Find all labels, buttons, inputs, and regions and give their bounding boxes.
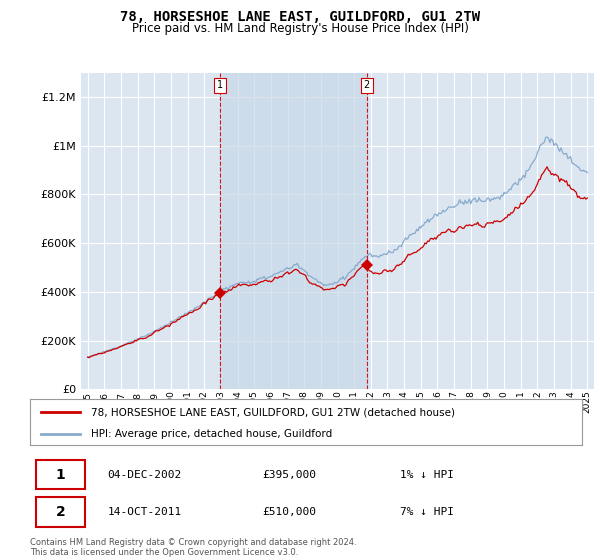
FancyBboxPatch shape [35,497,85,527]
Text: 04-DEC-2002: 04-DEC-2002 [107,470,182,479]
Text: Contains HM Land Registry data © Crown copyright and database right 2024.
This d: Contains HM Land Registry data © Crown c… [30,538,356,557]
Text: 78, HORSESHOE LANE EAST, GUILDFORD, GU1 2TW (detached house): 78, HORSESHOE LANE EAST, GUILDFORD, GU1 … [91,407,455,417]
Bar [220,73,367,389]
FancyBboxPatch shape [35,460,85,489]
Text: HPI: Average price, detached house, Guildford: HPI: Average price, detached house, Guil… [91,429,332,438]
Text: 1: 1 [55,468,65,482]
Text: 14-OCT-2011: 14-OCT-2011 [107,507,182,517]
Text: Price paid vs. HM Land Registry's House Price Index (HPI): Price paid vs. HM Land Registry's House … [131,22,469,35]
Text: 1: 1 [217,81,223,91]
Text: 1% ↓ HPI: 1% ↓ HPI [400,470,454,479]
Text: £395,000: £395,000 [262,470,316,479]
Text: £510,000: £510,000 [262,507,316,517]
Text: 7% ↓ HPI: 7% ↓ HPI [400,507,454,517]
Text: 78, HORSESHOE LANE EAST, GUILDFORD, GU1 2TW: 78, HORSESHOE LANE EAST, GUILDFORD, GU1 … [120,10,480,24]
Text: 2: 2 [55,505,65,519]
Text: 2: 2 [364,81,370,91]
